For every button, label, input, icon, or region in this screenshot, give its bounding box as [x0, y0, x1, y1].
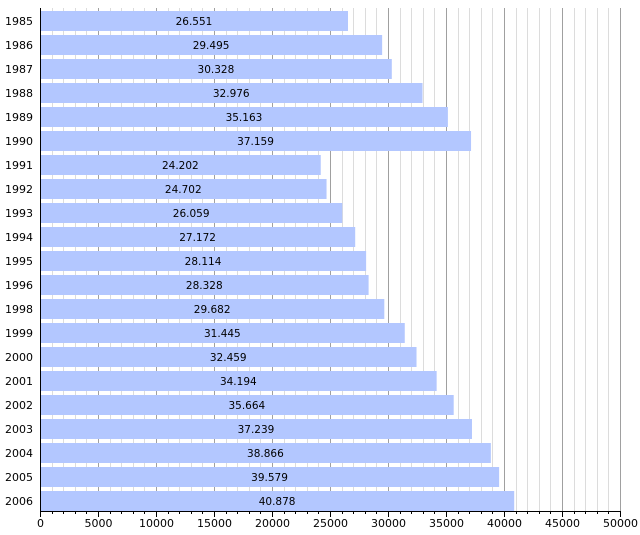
category-label: 1993 — [5, 207, 33, 220]
bar — [41, 59, 392, 79]
data-label: 32.459 — [210, 352, 247, 364]
bar — [41, 203, 343, 223]
bar — [41, 227, 356, 247]
data-label: 38.866 — [247, 448, 284, 460]
data-label: 29.682 — [194, 304, 231, 316]
bar — [41, 347, 417, 367]
category-label: 1992 — [5, 183, 33, 196]
bar — [41, 419, 472, 439]
bar — [41, 83, 423, 103]
bar — [41, 251, 367, 271]
category-label: 1994 — [5, 231, 33, 244]
category-label: 1999 — [5, 327, 33, 340]
data-label: 31.445 — [204, 328, 241, 340]
bar — [41, 299, 385, 319]
data-label: 37.159 — [237, 136, 274, 148]
data-label: 35.664 — [228, 400, 265, 412]
x-tick-label: 20000 — [255, 517, 290, 530]
data-label: 26.551 — [176, 16, 213, 28]
x-tick-label: 10000 — [139, 517, 174, 530]
x-tick-label: 15000 — [197, 517, 232, 530]
x-tick-label: 50000 — [603, 517, 638, 530]
bar — [41, 107, 448, 127]
bar — [41, 155, 321, 175]
bar — [41, 11, 348, 31]
bar — [41, 323, 405, 343]
bar — [41, 443, 491, 463]
data-label: 32.976 — [213, 88, 250, 100]
data-label: 24.702 — [165, 184, 202, 196]
category-label: 1990 — [5, 135, 33, 148]
category-label: 2006 — [5, 495, 33, 508]
data-label: 37.239 — [238, 424, 275, 436]
bar — [41, 371, 437, 391]
bar — [41, 179, 327, 199]
x-tick-label: 35000 — [429, 517, 464, 530]
data-label: 30.328 — [198, 64, 235, 76]
category-label: 1998 — [5, 303, 33, 316]
category-label: 1996 — [5, 279, 33, 292]
x-tick-label: 30000 — [371, 517, 406, 530]
category-label: 1987 — [5, 63, 33, 76]
category-label: 2003 — [5, 423, 33, 436]
category-label: 2005 — [5, 471, 33, 484]
bar — [41, 395, 454, 415]
x-tick-label: 5000 — [85, 517, 113, 530]
bar — [41, 467, 500, 487]
x-tick-label: 25000 — [313, 517, 348, 530]
category-label: 1991 — [5, 159, 33, 172]
data-label: 34.194 — [220, 376, 257, 388]
category-label: 1989 — [5, 111, 33, 124]
data-label: 35.163 — [226, 112, 263, 124]
category-label: 2001 — [5, 375, 33, 388]
data-label: 26.059 — [173, 208, 210, 220]
bar — [41, 275, 369, 295]
x-tick-label: 0 — [37, 517, 44, 530]
category-label: 2004 — [5, 447, 33, 460]
data-label: 28.114 — [185, 256, 222, 268]
data-label: 29.495 — [193, 40, 230, 52]
bar — [41, 35, 383, 55]
data-label: 39.579 — [251, 472, 288, 484]
category-label: 1985 — [5, 15, 33, 28]
bar — [41, 131, 472, 151]
data-label: 24.202 — [162, 160, 199, 172]
category-label: 2002 — [5, 399, 33, 412]
category-label: 1986 — [5, 39, 33, 52]
bar — [41, 491, 515, 511]
x-tick-label: 40000 — [487, 517, 522, 530]
category-label: 1988 — [5, 87, 33, 100]
data-label: 27.172 — [179, 232, 216, 244]
data-label: 40.878 — [259, 496, 296, 508]
axes: 1985 1986 1987 1988 1989 1990 1991 1992 1993 1994… — [5, 8, 638, 530]
bars: 26.551 29.495 30.328 32.976 35.163 37.159 24.2… — [41, 11, 515, 511]
x-tick-label: 45000 — [545, 517, 580, 530]
category-label: 1995 — [5, 255, 33, 268]
data-label: 28.328 — [186, 280, 223, 292]
category-label: 2000 — [5, 351, 33, 364]
